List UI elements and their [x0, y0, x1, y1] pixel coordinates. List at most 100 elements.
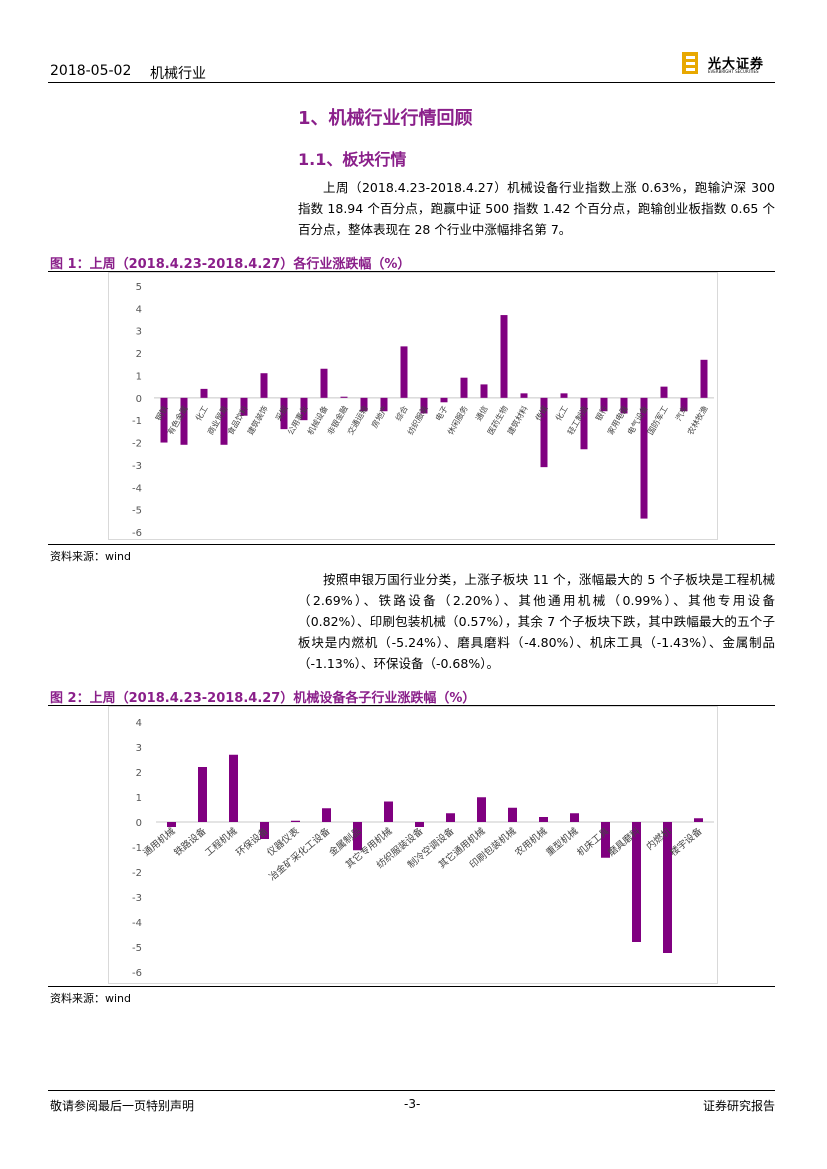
bar — [520, 393, 528, 398]
bar — [229, 754, 238, 822]
bar — [160, 397, 168, 443]
bar — [440, 397, 448, 403]
bar — [220, 397, 228, 445]
y-tick-label: 5 — [136, 282, 142, 293]
footer-divider — [48, 1090, 775, 1091]
bar — [240, 397, 248, 416]
chart-frame — [108, 706, 718, 984]
bar — [446, 813, 455, 822]
y-tick-label: 1 — [136, 371, 142, 382]
bar — [400, 346, 408, 398]
y-tick-label: -3 — [132, 893, 142, 904]
footer-report-type: 证券研究报告 — [703, 1099, 776, 1113]
paragraph-text: 上周（2018.4.23-2018.4.27）机械设备行业指数上涨 0.63%，… — [298, 180, 775, 237]
bar — [500, 315, 508, 398]
subsection-heading: 1.1、板块行情 — [298, 150, 407, 169]
y-tick-label: 0 — [136, 394, 142, 405]
bar — [660, 386, 668, 398]
paragraph-summary: 上周（2018.4.23-2018.4.27）机械设备行业指数上涨 0.63%，… — [298, 177, 775, 240]
bar — [384, 801, 393, 822]
y-tick-label: -3 — [132, 461, 142, 472]
bar — [640, 397, 648, 519]
logo-text-en: EVERBRIGHT SECURITIES — [708, 69, 759, 74]
page-number: -3- — [404, 1097, 421, 1111]
bar — [600, 397, 608, 412]
y-tick-label: 2 — [136, 768, 142, 779]
bar — [260, 373, 268, 398]
bar — [167, 822, 176, 827]
section-heading: 1、机械行业行情回顾 — [298, 108, 473, 129]
logo-mark-icon — [682, 52, 698, 74]
y-tick-label: 3 — [136, 743, 142, 754]
bar — [320, 368, 328, 398]
figure2-top-rule — [48, 705, 775, 706]
header-divider — [48, 82, 775, 83]
y-tick-label: -2 — [132, 439, 142, 450]
bar — [540, 397, 548, 468]
x-tick-label: 楼宇设备 — [668, 825, 705, 859]
y-tick-label: -1 — [132, 416, 142, 427]
figure1-bottom-rule — [48, 544, 775, 545]
bar — [570, 813, 579, 822]
y-tick-label: 2 — [136, 349, 142, 360]
bar — [380, 397, 388, 412]
chart-frame — [108, 272, 718, 540]
bar — [180, 397, 188, 445]
bar — [460, 377, 468, 398]
bar — [200, 388, 208, 398]
bar — [420, 397, 428, 414]
x-tick-label: 化工 — [553, 404, 570, 423]
y-tick-label: -1 — [132, 843, 142, 854]
y-tick-label: -5 — [132, 506, 142, 517]
y-tick-label: -5 — [132, 943, 142, 954]
bar — [601, 822, 610, 858]
y-tick-label: -6 — [132, 968, 142, 979]
figure1-title: 图 1：上周（2018.4.23-2018.4.27）各行业涨跌幅（%） — [50, 257, 411, 272]
header-date: 2018-05-02 — [50, 63, 132, 79]
bar — [508, 807, 517, 822]
bar — [322, 808, 331, 822]
y-tick-label: 0 — [136, 818, 142, 829]
y-tick-label: -6 — [132, 528, 142, 539]
paragraph-text: 按照申银万国行业分类，上涨子板块 11 个，涨幅最大的 5 个子板块是工程机械（… — [298, 572, 775, 671]
bar — [198, 767, 207, 822]
footer-disclaimer: 敬请参阅最后一页特别声明 — [50, 1099, 195, 1113]
y-tick-label: 4 — [136, 304, 142, 315]
paragraph-subsectors: 按照申银万国行业分类，上涨子板块 11 个，涨幅最大的 5 个子板块是工程机械（… — [298, 569, 775, 674]
bar — [280, 397, 288, 430]
bar — [340, 396, 348, 398]
bar — [291, 820, 300, 822]
x-tick-label: 通用机械 — [141, 825, 178, 859]
bar — [620, 397, 628, 414]
figure2-source: 资料来源：wind — [50, 992, 132, 1005]
figure1-source: 资料来源：wind — [50, 550, 132, 563]
y-tick-label: -4 — [132, 918, 142, 929]
x-tick-label: 综合 — [393, 404, 410, 423]
company-logo: 光大证券 EVERBRIGHT SECURITIES — [682, 52, 782, 78]
y-tick-label: 3 — [136, 327, 142, 338]
y-tick-label: -4 — [132, 483, 142, 494]
bar — [680, 397, 688, 412]
x-tick-label: 铁路设备 — [172, 825, 209, 859]
y-tick-label: 4 — [136, 718, 142, 729]
x-tick-label: 电子 — [433, 404, 450, 423]
bar — [260, 822, 269, 839]
figure1-top-rule — [48, 271, 775, 272]
figure2-bottom-rule — [48, 986, 775, 987]
bar — [300, 397, 308, 421]
bar — [663, 822, 672, 953]
bar — [632, 822, 641, 942]
header-industry: 机械行业 — [150, 66, 206, 82]
bar — [560, 393, 568, 398]
x-tick-label: 化工 — [193, 404, 210, 423]
bar — [360, 397, 368, 412]
x-tick-label: 环保设备 — [234, 825, 271, 859]
figure2-title: 图 2：上周（2018.4.23-2018.4.27）机械设备各子行业涨跌幅（%… — [50, 691, 476, 706]
bar — [415, 822, 424, 827]
x-tick-label: 房地产 — [369, 404, 390, 430]
logo-text-cn: 光大证券 — [708, 57, 765, 72]
x-tick-label: 农用机械 — [513, 825, 550, 859]
bar — [580, 397, 588, 450]
y-tick-label: 1 — [136, 793, 142, 804]
